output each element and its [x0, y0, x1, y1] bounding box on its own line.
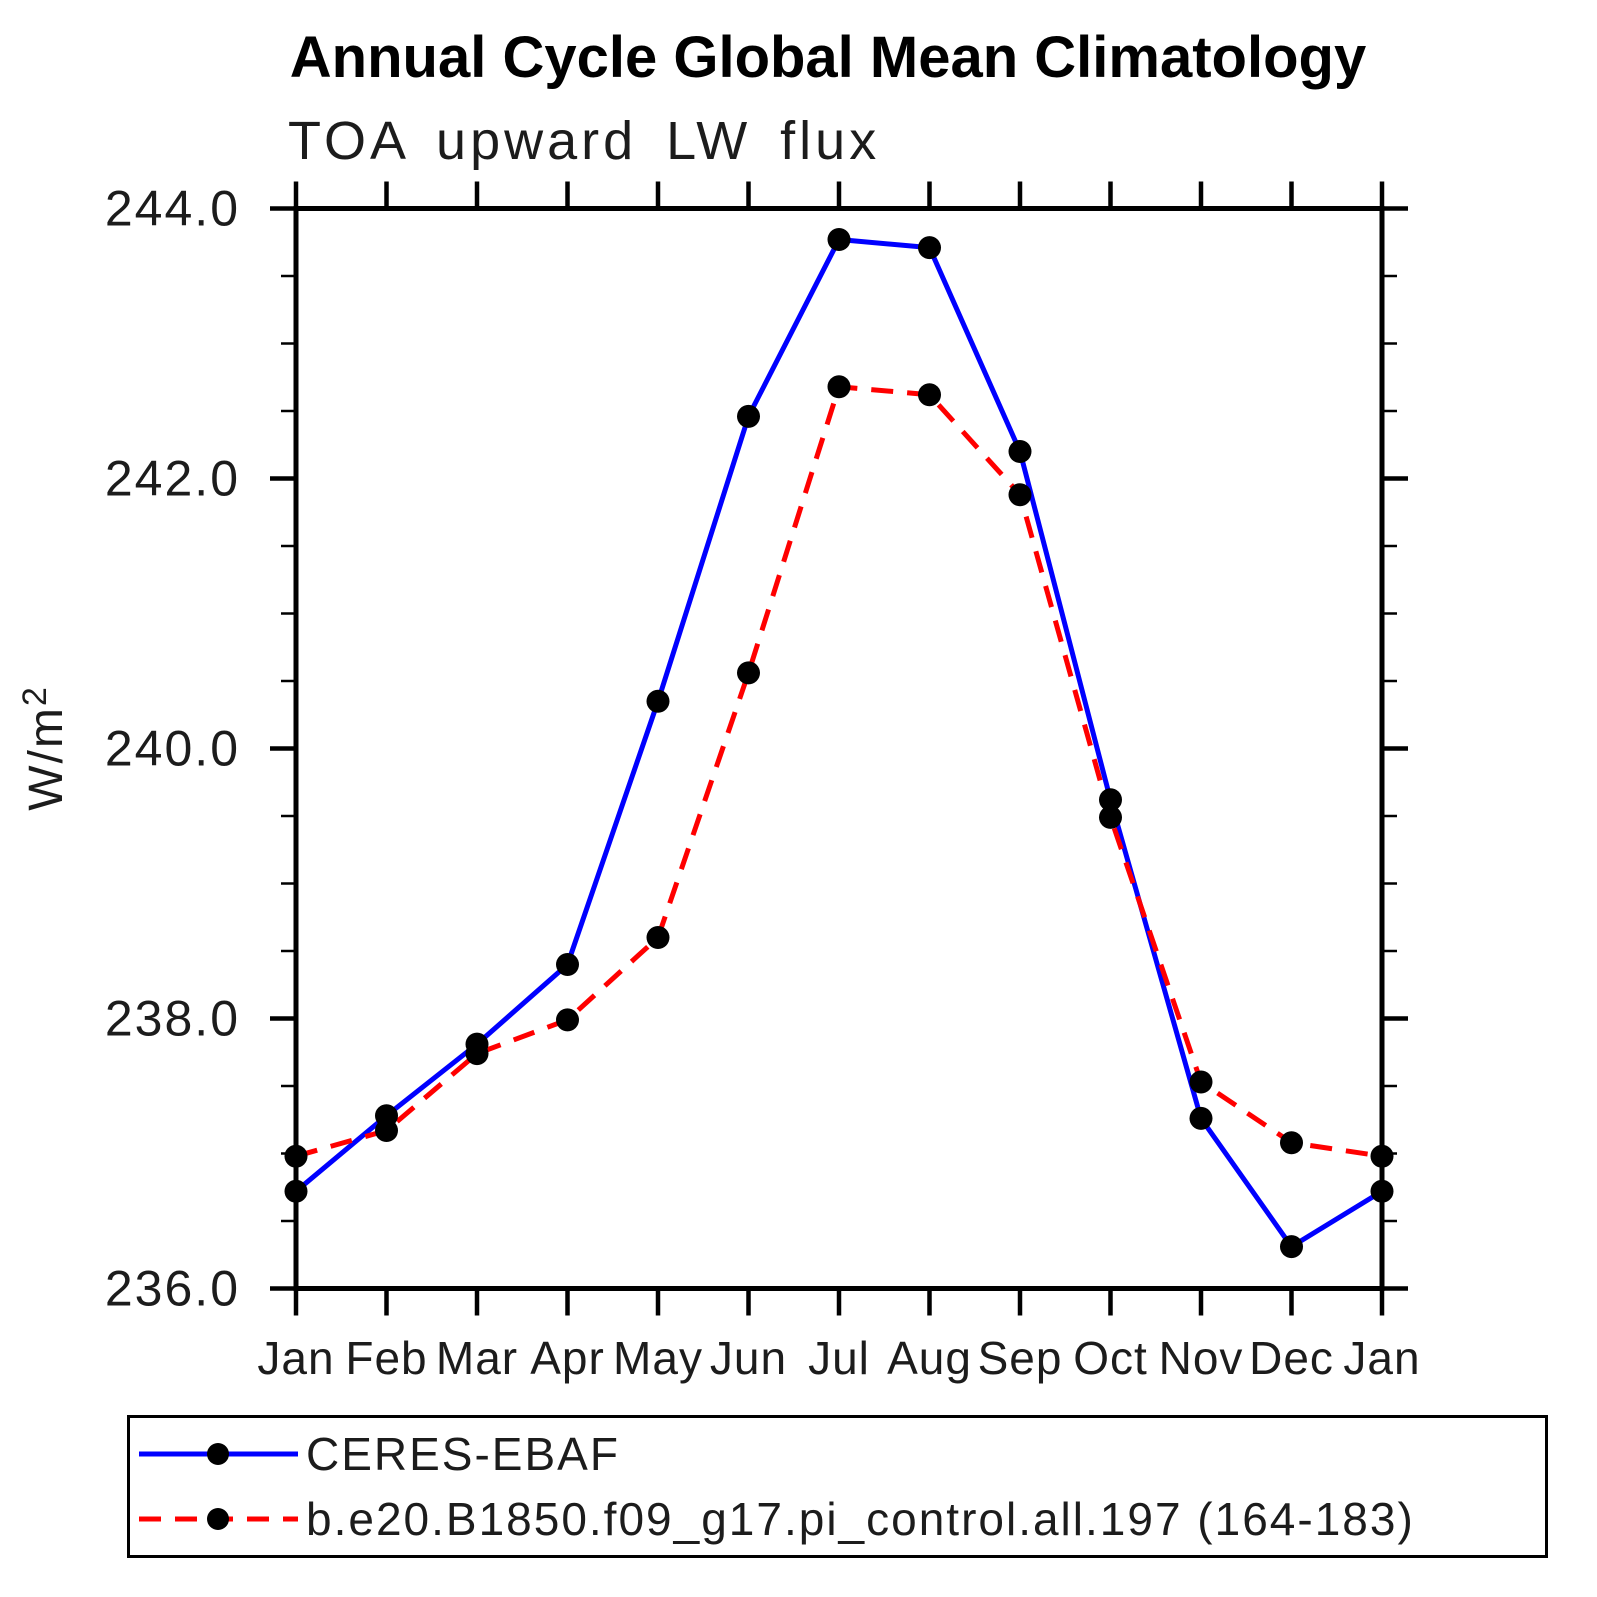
data-point-series-1: [1189, 1070, 1213, 1094]
legend-label-ceres: CERES-EBAF: [306, 1428, 620, 1481]
y-tick-label: 238.0: [105, 991, 240, 1047]
x-tick-label: Aug: [887, 1332, 972, 1384]
data-point-series-1: [1280, 1131, 1303, 1155]
data-point-series-1: [737, 661, 760, 685]
x-tick-label: Mar: [436, 1332, 518, 1384]
data-point-series-1: [556, 1008, 579, 1032]
y-tick-label: 244.0: [105, 181, 240, 237]
legend-entry-ceres: CERES-EBAF: [136, 1424, 1539, 1484]
data-point-series-1: [465, 1042, 489, 1066]
y-axis-title: W/m2: [16, 685, 73, 811]
data-point-series-1: [1008, 483, 1032, 507]
chart-title: Annual Cycle Global Mean Climatology: [289, 25, 1367, 90]
data-point-series-1: [918, 383, 941, 407]
x-tick-label: Feb: [345, 1332, 427, 1384]
y-tick-label: 236.0: [105, 1261, 240, 1317]
data-point-series-0: [1370, 1179, 1394, 1203]
x-tick-label: Jan: [1343, 1332, 1420, 1384]
x-tick-label: Oct: [1073, 1332, 1148, 1384]
data-point-series-0: [284, 1179, 308, 1203]
legend-marker-dot: [207, 1507, 229, 1530]
legend-box: CERES-EBAF b.e20.B1850.f09_g17.pi_contro…: [127, 1415, 1548, 1558]
x-tick-label: Apr: [530, 1332, 605, 1384]
plot-border: [293, 206, 1385, 1291]
x-tick-label: Jul: [808, 1332, 870, 1384]
legend-marker-dot: [207, 1443, 229, 1466]
data-point-series-0: [1008, 440, 1032, 463]
data-point-series-0: [1280, 1235, 1303, 1259]
legend-entry-model: b.e20.B1850.f09_g17.pi_control.all.197 (…: [136, 1489, 1539, 1549]
data-point-series-0: [1189, 1106, 1213, 1130]
x-tick-label: Nov: [1159, 1332, 1244, 1384]
series-line-1: [295, 384, 1383, 1159]
data-point-series-0: [918, 236, 941, 260]
data-point-series-0: [827, 228, 851, 252]
data-point-series-1: [1099, 805, 1122, 829]
data-point-series-0: [737, 404, 760, 428]
y-tick-label: 242.0: [105, 451, 240, 507]
y-tick-label: 240.0: [105, 721, 240, 777]
chart-subtitle: TOA upward LW flux: [288, 111, 881, 171]
data-point-series-0: [1099, 788, 1122, 812]
data-point-series-1: [646, 926, 670, 949]
x-tick-label: Jun: [710, 1332, 787, 1384]
data-point-series-1: [1370, 1144, 1394, 1168]
data-point-series-0: [556, 953, 579, 976]
data-point-series-1: [827, 375, 851, 399]
legend-sample-dashed: [139, 1507, 298, 1530]
legend-label-model: b.e20.B1850.f09_g17.pi_control.all.197 (…: [306, 1492, 1415, 1545]
data-point-series-1: [284, 1144, 308, 1168]
data-point-series-0: [646, 689, 670, 713]
x-tick-label: Jan: [257, 1332, 334, 1384]
data-point-series-1: [375, 1119, 398, 1143]
legend-sample-solid: [139, 1443, 298, 1466]
x-tick-label: Sep: [978, 1332, 1063, 1384]
x-tick-label: Dec: [1249, 1332, 1334, 1384]
x-tick-label: May: [613, 1332, 703, 1384]
